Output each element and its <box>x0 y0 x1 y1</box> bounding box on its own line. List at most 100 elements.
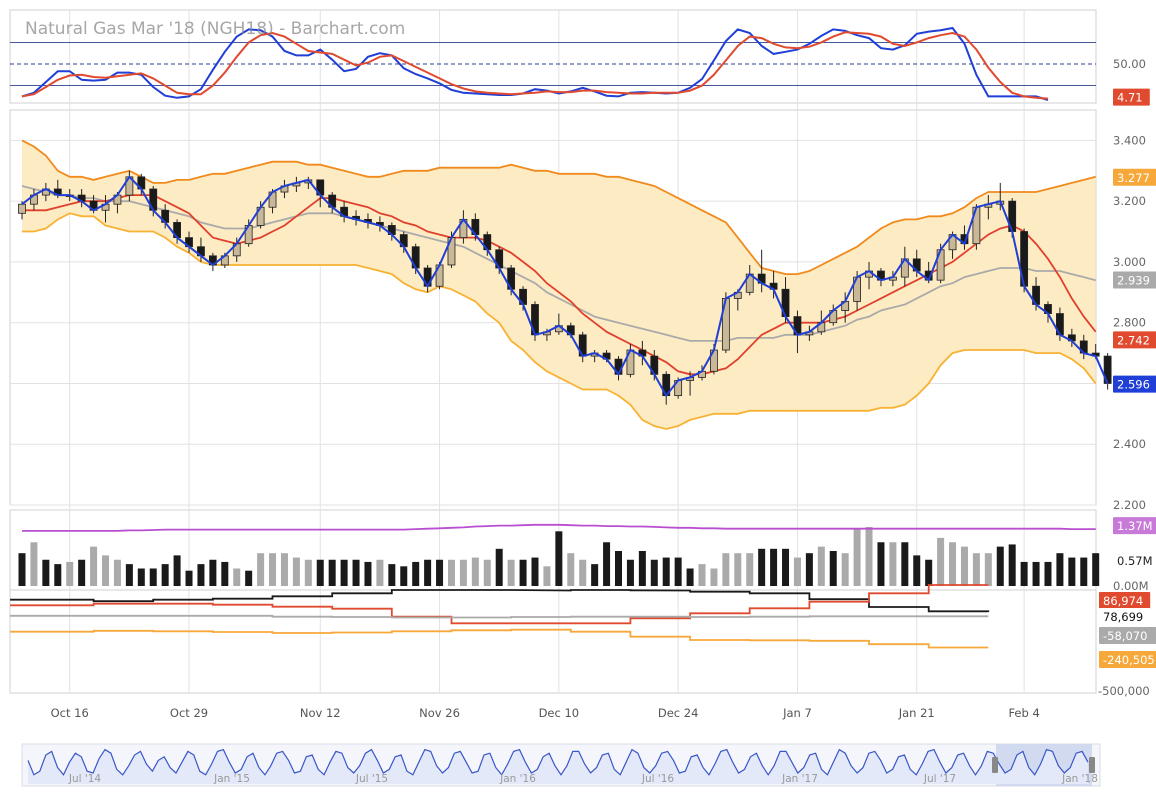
volume-bar <box>1033 562 1040 586</box>
volume-bar <box>424 560 431 586</box>
navigator-tick-label: Jul '15 <box>355 773 388 785</box>
last-price-label: 2.596 <box>1113 376 1156 393</box>
volume-bar <box>1068 558 1075 586</box>
volume-bar <box>400 566 407 586</box>
volume-bar <box>663 558 670 586</box>
x-tick-label: Jan 7 <box>782 706 812 720</box>
navigator-tick-label: Jan '17 <box>781 773 818 785</box>
volume-bar <box>866 527 873 586</box>
volume-bar <box>699 564 706 586</box>
x-tick-label: Oct 16 <box>51 706 89 720</box>
volume-bar <box>687 569 694 587</box>
volume-bar <box>305 560 312 586</box>
volume-bar <box>150 569 157 587</box>
navigator-tick-label: Jul '16 <box>641 773 675 785</box>
price-tick-label: 3.200 <box>1113 194 1146 208</box>
cot-series-line <box>10 630 988 648</box>
volume-bar <box>651 560 658 586</box>
volume-bar <box>269 553 276 586</box>
x-tick-label: Nov 26 <box>419 706 460 720</box>
x-tick-label: Jan 21 <box>898 706 935 720</box>
volume-bar <box>889 542 896 586</box>
volume-bar <box>484 560 491 586</box>
volume-bar <box>508 560 515 586</box>
x-tick-label: Dec 10 <box>539 706 580 720</box>
volume-bar <box>78 560 85 586</box>
price-tick-label: 2.400 <box>1113 437 1146 451</box>
volume-bar <box>937 538 944 586</box>
x-tick-label: Feb 4 <box>1008 706 1039 720</box>
volume-bar <box>722 553 729 586</box>
volume-bar <box>615 551 622 586</box>
volume-bar <box>138 569 145 587</box>
volume-bar <box>353 560 360 586</box>
volume-bar <box>281 553 288 586</box>
stochastic-panel: 50.00 4.71 <box>10 28 1150 106</box>
volume-bar <box>949 542 956 586</box>
candle-body <box>19 204 26 213</box>
last-price-label-text: 2.596 <box>1117 378 1150 392</box>
volume-bar <box>555 531 562 586</box>
volume-bar <box>710 569 717 587</box>
volume-bar <box>233 569 240 587</box>
volume-bar <box>90 547 97 586</box>
volume-last-label-text: 0.57M <box>1117 554 1153 568</box>
stoch-tick-label: 50.00 <box>1113 57 1146 71</box>
middle-band-label-text: 2.939 <box>1117 273 1150 287</box>
volume-bar <box>603 542 610 586</box>
stoch-last-label-text: 4.71 <box>1117 91 1143 105</box>
volume-avg-label: 1.37M <box>1113 517 1156 534</box>
volume-bar <box>985 553 992 586</box>
x-tick-label: Dec 24 <box>658 706 699 720</box>
navigator-left-handle[interactable] <box>992 757 998 773</box>
candle <box>1104 353 1111 389</box>
cot-label-gray-text: -58,070 <box>1103 629 1147 643</box>
volume-bar <box>460 560 467 586</box>
volume-bar <box>1044 562 1051 586</box>
upper-band-label-text: 3.277 <box>1117 171 1150 185</box>
volume-bar <box>854 529 861 586</box>
volume-bar <box>973 553 980 586</box>
volume-tick-label: 0.00M <box>1113 579 1149 593</box>
candle <box>973 204 980 250</box>
volume-bar <box>746 553 753 586</box>
volume-bar <box>520 560 527 586</box>
volume-last-label: 0.57M <box>1113 552 1156 569</box>
volume-bar <box>102 555 109 586</box>
cot-label-red: 86,974 <box>1099 592 1150 609</box>
volume-bar <box>245 571 252 586</box>
volume-bar <box>197 564 204 586</box>
stoch-last-label: 4.71 <box>1113 89 1150 106</box>
volume-bar <box>54 564 61 586</box>
upper-band-label: 3.277 <box>1113 169 1156 186</box>
cot-tick-label: -500,000 <box>1098 684 1150 698</box>
volume-bar <box>186 571 193 586</box>
volume-bar <box>472 558 479 586</box>
volume-bar <box>913 555 920 586</box>
volume-bar <box>770 549 777 586</box>
volume-bar <box>806 553 813 586</box>
volume-bar <box>925 560 932 586</box>
volume-bar <box>961 547 968 586</box>
navigator-right-handle[interactable] <box>1089 757 1095 773</box>
volume-avg-label-text: 1.37M <box>1117 519 1153 533</box>
volume-bar <box>818 547 825 586</box>
cot-label-orange-text: -240,505 <box>1103 653 1155 667</box>
price-tick-label: 3.400 <box>1113 133 1146 147</box>
price-tick-label: 3.000 <box>1113 255 1146 269</box>
cot-label-gray: -58,070 <box>1099 627 1156 644</box>
x-tick-label: Oct 29 <box>170 706 208 720</box>
volume-bar <box>1092 553 1099 586</box>
navigator-tick-label: Jul '17 <box>923 773 956 785</box>
volume-bar <box>257 553 264 586</box>
volume-bar <box>412 562 419 586</box>
volume-bar <box>341 560 348 586</box>
volume-bar <box>329 560 336 586</box>
volume-bar <box>317 560 324 586</box>
volume-bar <box>496 549 503 586</box>
ma-label-text: 2.742 <box>1117 333 1150 347</box>
